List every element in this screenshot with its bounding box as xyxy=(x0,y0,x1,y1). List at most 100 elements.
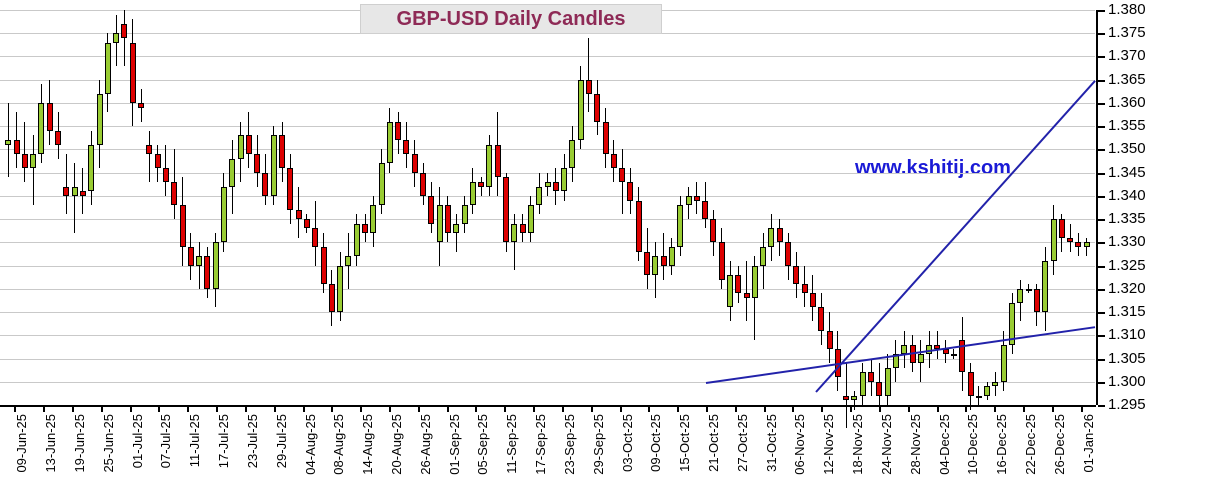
candle-body[interactable] xyxy=(72,187,78,196)
candle-body[interactable] xyxy=(445,205,451,233)
candle-body[interactable] xyxy=(553,182,559,191)
candle-body[interactable] xyxy=(379,163,385,205)
candle-body[interactable] xyxy=(229,159,235,187)
candle-body[interactable] xyxy=(14,140,20,154)
candle-body[interactable] xyxy=(536,187,542,206)
candle-body[interactable] xyxy=(279,135,285,168)
candle-body[interactable] xyxy=(677,205,683,247)
candle-body[interactable] xyxy=(818,307,824,330)
candle-body[interactable] xyxy=(63,187,69,196)
candle-body[interactable] xyxy=(744,293,750,298)
candle-body[interactable] xyxy=(420,173,426,196)
candle-body[interactable] xyxy=(951,354,957,356)
candle-body[interactable] xyxy=(362,224,368,233)
candle-body[interactable] xyxy=(287,168,293,210)
candle-body[interactable] xyxy=(876,382,882,396)
candle-body[interactable] xyxy=(810,293,816,307)
candle-body[interactable] xyxy=(1067,238,1073,243)
candle-body[interactable] xyxy=(486,145,492,187)
candle-body[interactable] xyxy=(760,247,766,266)
candle-body[interactable] xyxy=(793,266,799,285)
candle-body[interactable] xyxy=(686,196,692,205)
candle-body[interactable] xyxy=(47,103,53,131)
candle-body[interactable] xyxy=(412,154,418,173)
candle-body[interactable] xyxy=(345,256,351,265)
candle-body[interactable] xyxy=(312,228,318,247)
candle-body[interactable] xyxy=(337,266,343,312)
candle-body[interactable] xyxy=(155,154,161,168)
candle-body[interactable] xyxy=(669,247,675,266)
candle-body[interactable] xyxy=(984,386,990,395)
candle-body[interactable] xyxy=(636,201,642,252)
candle-body[interactable] xyxy=(1026,289,1032,291)
candle-body[interactable] xyxy=(1084,242,1090,247)
candle-body[interactable] xyxy=(213,242,219,288)
candle-body[interactable] xyxy=(121,24,127,38)
candle-body[interactable] xyxy=(1059,219,1065,238)
candle-body[interactable] xyxy=(478,182,484,187)
candle-body[interactable] xyxy=(130,43,136,103)
candle-body[interactable] xyxy=(520,224,526,233)
candle-body[interactable] xyxy=(428,196,434,224)
candle-body[interactable] xyxy=(619,168,625,182)
candle-body[interactable] xyxy=(470,182,476,205)
candle-body[interactable] xyxy=(777,228,783,242)
candle-body[interactable] xyxy=(727,275,733,308)
candle-body[interactable] xyxy=(188,247,194,266)
candle-body[interactable] xyxy=(97,94,103,145)
candle-body[interactable] xyxy=(702,201,708,220)
candle-body[interactable] xyxy=(851,396,857,401)
candle-body[interactable] xyxy=(860,372,866,395)
candle-body[interactable] xyxy=(719,242,725,279)
candle-body[interactable] xyxy=(594,94,600,122)
candle-body[interactable] xyxy=(146,145,152,154)
candle-body[interactable] xyxy=(1017,289,1023,303)
candle-body[interactable] xyxy=(296,210,302,219)
candle-body[interactable] xyxy=(968,372,974,395)
candle-body[interactable] xyxy=(710,219,716,242)
candle-body[interactable] xyxy=(802,284,808,293)
candle-body[interactable] xyxy=(1001,345,1007,382)
candle-body[interactable] xyxy=(1075,242,1081,247)
candle-body[interactable] xyxy=(453,224,459,233)
candle-body[interactable] xyxy=(437,205,443,242)
candle-body[interactable] xyxy=(992,382,998,387)
candle-body[interactable] xyxy=(652,256,658,275)
candle-body[interactable] xyxy=(661,256,667,265)
candle-body[interactable] xyxy=(503,177,509,242)
candle-body[interactable] xyxy=(735,275,741,294)
candle-body[interactable] xyxy=(976,396,982,398)
candle-body[interactable] xyxy=(55,131,61,145)
candle-body[interactable] xyxy=(80,191,86,196)
candle-body[interactable] xyxy=(511,224,517,243)
candle-body[interactable] xyxy=(827,331,833,350)
candle-body[interactable] xyxy=(105,43,111,94)
candle-body[interactable] xyxy=(694,196,700,201)
candle-body[interactable] xyxy=(196,256,202,265)
candle-body[interactable] xyxy=(403,140,409,154)
candle-body[interactable] xyxy=(843,396,849,401)
candle-body[interactable] xyxy=(38,103,44,154)
candle-body[interactable] xyxy=(329,284,335,312)
candle-body[interactable] xyxy=(586,80,592,94)
candle-body[interactable] xyxy=(238,135,244,158)
candle-body[interactable] xyxy=(271,135,277,195)
candle-body[interactable] xyxy=(30,154,36,168)
candle-body[interactable] xyxy=(262,173,268,196)
candle-body[interactable] xyxy=(370,205,376,233)
candle-body[interactable] xyxy=(918,354,924,363)
candle-body[interactable] xyxy=(868,372,874,381)
candle-body[interactable] xyxy=(321,247,327,284)
candle-body[interactable] xyxy=(1042,261,1048,312)
candle-body[interactable] xyxy=(785,242,791,265)
candle-body[interactable] xyxy=(221,187,227,243)
candle-body[interactable] xyxy=(138,103,144,108)
candle-body[interactable] xyxy=(254,154,260,173)
candle-body[interactable] xyxy=(180,205,186,247)
candle-body[interactable] xyxy=(611,154,617,168)
candle-body[interactable] xyxy=(495,145,501,178)
candle-body[interactable] xyxy=(304,219,310,228)
candle-body[interactable] xyxy=(88,145,94,191)
candle-body[interactable] xyxy=(885,368,891,396)
candle-body[interactable] xyxy=(354,224,360,257)
